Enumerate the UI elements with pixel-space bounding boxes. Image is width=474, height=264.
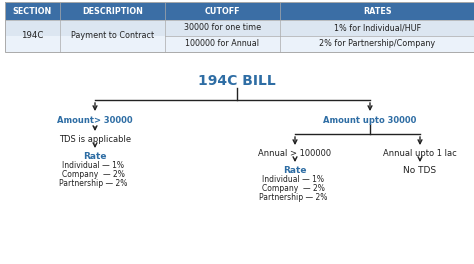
Bar bbox=[5, 20, 60, 36]
Bar bbox=[165, 36, 280, 52]
Bar bbox=[60, 20, 165, 36]
Text: 194C BILL: 194C BILL bbox=[198, 74, 276, 88]
Text: Amount upto 30000: Amount upto 30000 bbox=[323, 116, 417, 125]
Bar bbox=[60, 36, 165, 52]
Text: 194C: 194C bbox=[21, 31, 44, 40]
Bar bbox=[280, 2, 474, 20]
Text: Annual upto 1 lac: Annual upto 1 lac bbox=[383, 149, 457, 158]
Bar bbox=[5, 2, 60, 20]
Text: 100000 for Annual: 100000 for Annual bbox=[185, 40, 259, 49]
Text: 1% for Individual/HUF: 1% for Individual/HUF bbox=[334, 23, 421, 32]
Bar bbox=[5, 36, 60, 52]
Text: Individual — 1%: Individual — 1% bbox=[262, 175, 324, 184]
Text: Partnership — 2%: Partnership — 2% bbox=[59, 179, 127, 188]
Text: Individual — 1%: Individual — 1% bbox=[62, 161, 124, 170]
Text: Amount> 30000: Amount> 30000 bbox=[57, 116, 133, 125]
Text: Partnership — 2%: Partnership — 2% bbox=[259, 193, 327, 202]
Bar bbox=[280, 20, 474, 36]
Text: Company  — 2%: Company — 2% bbox=[262, 184, 324, 193]
Text: SECTION: SECTION bbox=[13, 7, 52, 16]
Text: Payment to Contract: Payment to Contract bbox=[71, 31, 154, 40]
Text: Rate: Rate bbox=[83, 152, 107, 161]
Text: TDS is applicable: TDS is applicable bbox=[59, 135, 131, 144]
Text: 30000 for one time: 30000 for one time bbox=[184, 23, 261, 32]
Text: DESCRIPTION: DESCRIPTION bbox=[82, 7, 143, 16]
Text: Rate: Rate bbox=[283, 166, 307, 175]
Bar bbox=[165, 2, 280, 20]
Bar bbox=[280, 36, 474, 52]
Text: 2% for Partnership/Company: 2% for Partnership/Company bbox=[319, 40, 436, 49]
Text: Company  — 2%: Company — 2% bbox=[62, 170, 125, 179]
Bar bbox=[165, 20, 280, 36]
Text: RATES: RATES bbox=[363, 7, 392, 16]
Bar bbox=[60, 2, 165, 20]
Bar bbox=[5, 2, 474, 52]
Text: Annual > 100000: Annual > 100000 bbox=[258, 149, 331, 158]
Text: CUTOFF: CUTOFF bbox=[205, 7, 240, 16]
Text: No TDS: No TDS bbox=[403, 166, 437, 175]
